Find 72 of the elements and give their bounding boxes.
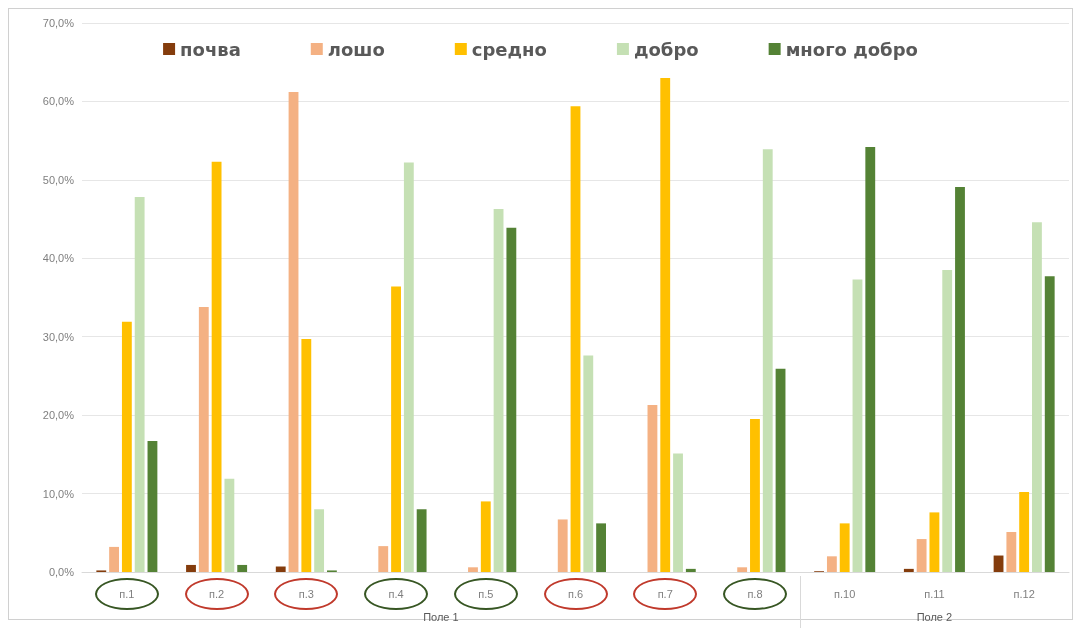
bar <box>480 501 491 572</box>
bar <box>198 306 209 572</box>
bar <box>275 566 286 572</box>
x-tick-label: п.1 <box>119 587 135 600</box>
bar <box>391 286 401 572</box>
bar <box>468 567 478 572</box>
bar <box>211 161 222 572</box>
bar <box>403 162 414 572</box>
legend-label: средно <box>471 38 547 60</box>
bar <box>301 339 312 572</box>
bar <box>865 146 876 572</box>
y-tick-label: 50,0% <box>42 173 75 186</box>
y-tick-label: 10,0% <box>42 487 75 500</box>
bar <box>121 321 132 572</box>
legend-label: лошо <box>327 38 385 60</box>
x-tick-label: п.4 <box>388 587 404 600</box>
bar <box>583 355 594 572</box>
text: Поле 2 <box>916 611 953 623</box>
bar <box>903 568 914 572</box>
y-tick-label: 70,0% <box>42 17 75 29</box>
y-tick-label: 60,0% <box>42 95 75 108</box>
x-tick-label: п.11 <box>924 587 945 600</box>
bar <box>134 197 145 572</box>
bar <box>288 92 299 572</box>
bar <box>737 567 748 572</box>
bar <box>1019 492 1030 572</box>
legend-label: почва <box>180 38 241 60</box>
bar <box>1032 222 1042 572</box>
bar <box>852 279 863 572</box>
bar <box>570 106 581 572</box>
bar <box>750 419 760 572</box>
legend-label: добро <box>633 38 699 60</box>
bar <box>147 441 158 572</box>
bar <box>416 509 427 572</box>
x-tick-label: п.3 <box>298 587 314 600</box>
legend-label: много добро <box>785 38 918 60</box>
bar <box>224 478 235 572</box>
bar <box>506 227 517 572</box>
bar <box>929 512 940 572</box>
bar <box>775 368 786 572</box>
bar <box>826 556 837 572</box>
x-tick-label: п.7 <box>657 587 673 600</box>
bar <box>314 509 325 572</box>
x-tick-label: п.6 <box>567 587 584 600</box>
bar <box>237 564 248 572</box>
bar <box>916 539 927 572</box>
x-tick-label: п.2 <box>209 587 225 600</box>
bar <box>109 546 119 572</box>
bar <box>378 546 389 572</box>
bar <box>839 523 850 572</box>
bar <box>660 77 671 572</box>
bar <box>647 404 658 572</box>
y-tick-label: 40,0% <box>42 252 75 265</box>
x-tick-label: п.10 <box>834 587 856 600</box>
bar <box>1006 532 1017 572</box>
y-tick-label: 30,0% <box>42 330 75 343</box>
x-tick-label: п.5 <box>478 587 494 600</box>
bar <box>942 270 953 572</box>
bar <box>673 453 683 572</box>
bar <box>762 149 773 572</box>
bar <box>557 519 568 572</box>
y-tick-label: 0,0% <box>48 566 75 578</box>
x-tick-label: п.12 <box>1013 587 1035 600</box>
bar <box>685 568 696 572</box>
y-tick-label: 20,0% <box>42 409 75 422</box>
x-tick-label: п.8 <box>747 587 763 600</box>
bar <box>955 186 965 572</box>
bar <box>493 208 504 572</box>
bar <box>1044 276 1055 572</box>
bar <box>596 523 607 572</box>
text: Поле 1 <box>423 611 459 623</box>
bar <box>186 564 196 572</box>
